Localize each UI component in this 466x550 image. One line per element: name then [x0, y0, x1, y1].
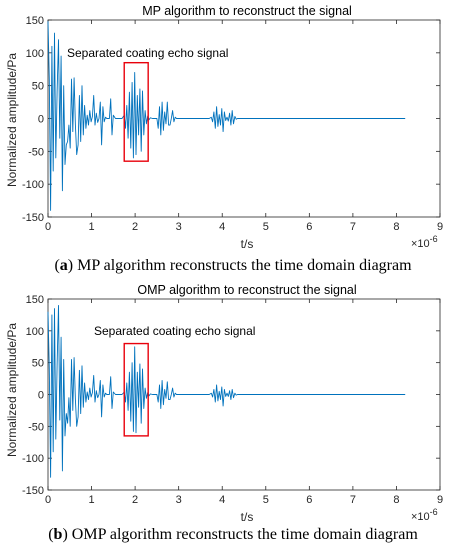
x-tick-label: 4 — [219, 494, 225, 506]
x-tick-label: 9 — [437, 494, 443, 506]
highlight-box — [123, 342, 149, 437]
y-tick-label: -150 — [22, 485, 44, 497]
signal-series-line — [47, 304, 406, 478]
y-tick-label: 50 — [32, 81, 44, 93]
caption-text: OMP algorithm reconstructs the time doma… — [67, 526, 418, 543]
annotation-label: Separated coating echo signal — [94, 324, 255, 338]
x-tick-label: 7 — [350, 494, 356, 506]
signal-series-line — [47, 21, 406, 211]
y-tick-label: 0 — [38, 390, 44, 402]
annotation-label: Separated coating echo signal — [67, 46, 228, 60]
x-tick-label: 6 — [306, 221, 312, 233]
x-tick-label: 2 — [132, 494, 138, 506]
x-tick-label: 0 — [45, 221, 51, 233]
x-axis-label: t/s — [241, 510, 254, 524]
y-axis-label: Normalized amplitude/Pa — [5, 323, 19, 457]
caption-letter: a — [59, 257, 68, 274]
x-tick-label: 3 — [176, 494, 182, 506]
caption-b: (b) OMP algorithm reconstructs the time … — [48, 526, 418, 543]
caption-text: MP algorithm reconstructs the time domai… — [73, 257, 412, 274]
y-tick-label: -100 — [22, 453, 44, 465]
y-tick-label: 50 — [32, 358, 44, 370]
plot-area: 0 1 2 3 4 5 6 7 8 9 150 100 50 0 -50 -100 -150 — [22, 15, 443, 233]
y-axis-label: Normalized amplitude/Pa — [5, 53, 19, 187]
x-tick-label: 5 — [263, 494, 269, 506]
x-tick-label: 6 — [306, 494, 312, 506]
y-tick-label: 150 — [26, 294, 44, 306]
x-tick-label: 0 — [45, 494, 51, 506]
chart-title: OMP algorithm to reconstruct the signal — [137, 283, 356, 297]
x-tick-label: 9 — [437, 221, 443, 233]
plot-area: 0 1 2 3 4 5 6 7 8 9 150 100 50 0 -50 -100 -150 — [22, 294, 443, 506]
x-tick-label: 3 — [176, 221, 182, 233]
chart-mp: 0 1 2 3 4 5 6 7 8 9 150 100 50 0 -50 -100 -150 MP algori… — [5, 4, 443, 251]
x-tick-label: 1 — [88, 221, 94, 233]
x-exponent-base: ×10 — [411, 511, 430, 523]
x-tick-label: 7 — [350, 221, 356, 233]
x-exponent-label: ×10-6 — [411, 234, 438, 250]
y-tick-label: -150 — [22, 212, 44, 224]
chart-title: MP algorithm to reconstruct the signal — [142, 4, 352, 18]
x-exponent-power: -6 — [430, 507, 438, 517]
x-tick-label: 2 — [132, 221, 138, 233]
y-tick-label: 100 — [26, 326, 44, 338]
y-tick-label: -100 — [22, 179, 44, 191]
y-tick-label: 100 — [26, 48, 44, 60]
y-tick-label: -50 — [28, 146, 44, 158]
y-tick-label: 0 — [38, 114, 44, 126]
y-tick-label: -50 — [28, 421, 44, 433]
x-tick-label: 4 — [219, 221, 225, 233]
x-tick-label: 8 — [393, 221, 399, 233]
x-tick-label: 5 — [263, 221, 269, 233]
x-axis-label: t/s — [241, 237, 254, 251]
x-exponent-power: -6 — [430, 234, 438, 244]
x-exponent-label: ×10-6 — [411, 507, 438, 523]
caption-a: (a) MP algorithm reconstructs the time d… — [54, 257, 412, 274]
x-exponent-base: ×10 — [411, 238, 430, 250]
caption-letter: b — [53, 526, 63, 543]
x-tick-label: 8 — [393, 494, 399, 506]
y-tick-label: 150 — [26, 15, 44, 27]
chart-omp: 0 1 2 3 4 5 6 7 8 9 150 100 50 0 -50 -100 -150 OMP algor… — [5, 283, 443, 524]
x-tick-label: 1 — [88, 494, 94, 506]
highlight-box — [123, 61, 149, 162]
